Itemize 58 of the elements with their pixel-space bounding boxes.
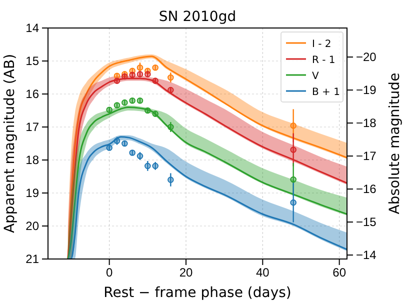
chart-title: SN 2010gd <box>158 9 236 25</box>
y2-tick-label: −17 <box>356 148 377 163</box>
point <box>114 102 120 108</box>
point <box>122 140 128 147</box>
legend-label: B + 1 <box>312 87 340 98</box>
point <box>152 64 158 71</box>
point <box>136 97 144 104</box>
x-axis-title: Rest − frame phase (days) <box>104 285 292 301</box>
point <box>144 107 151 114</box>
point <box>152 78 158 84</box>
point <box>168 74 174 81</box>
x-tick-label: 40 <box>256 266 270 280</box>
y2-tick-label: −15 <box>356 214 377 229</box>
y2-tick-label: −19 <box>356 82 377 97</box>
y2-tick-label: −20 <box>356 50 377 64</box>
x-tick-label: 20 <box>179 266 193 280</box>
point <box>290 199 296 206</box>
y-tick-label: 18 <box>26 152 40 167</box>
point <box>290 122 296 129</box>
point <box>114 78 120 84</box>
y-tick-label: 14 <box>26 20 40 35</box>
x-tick-label: 0 <box>106 266 113 280</box>
y2-tick-label: −16 <box>356 182 377 196</box>
point <box>129 150 136 156</box>
legend-label: V <box>312 71 319 82</box>
y-tick-label: 17 <box>26 120 40 134</box>
point <box>122 99 128 106</box>
point <box>136 64 144 71</box>
x-tick-label: 60 <box>332 266 346 280</box>
legend-label: R - 1 <box>312 55 336 66</box>
y-tick-label: 20 <box>26 218 40 233</box>
point <box>290 146 296 153</box>
point <box>122 73 128 80</box>
point <box>168 176 174 183</box>
point <box>144 162 151 170</box>
point <box>106 144 112 151</box>
point <box>290 176 296 183</box>
y-tick-label: 21 <box>26 252 40 266</box>
point <box>144 71 151 78</box>
point <box>106 106 112 113</box>
y2-tick-label: −18 <box>356 116 377 130</box>
y-tick-label: 15 <box>26 54 40 68</box>
point <box>129 97 136 104</box>
y-tick-label: 19 <box>26 186 40 200</box>
point <box>136 71 144 78</box>
point <box>168 86 174 94</box>
y-axis-title: Apparent magnitude (AB) <box>2 54 18 234</box>
point <box>114 72 120 79</box>
point <box>152 162 158 170</box>
point <box>152 110 158 117</box>
point <box>168 124 174 130</box>
y2-tick-label: −14 <box>356 248 377 262</box>
point <box>136 152 144 160</box>
point <box>129 72 136 78</box>
legend-label: I - 2 <box>312 39 332 50</box>
y-tick-label: 16 <box>26 86 40 101</box>
y2-axis-title: Absolute magnitude <box>387 72 403 214</box>
point <box>114 138 120 144</box>
